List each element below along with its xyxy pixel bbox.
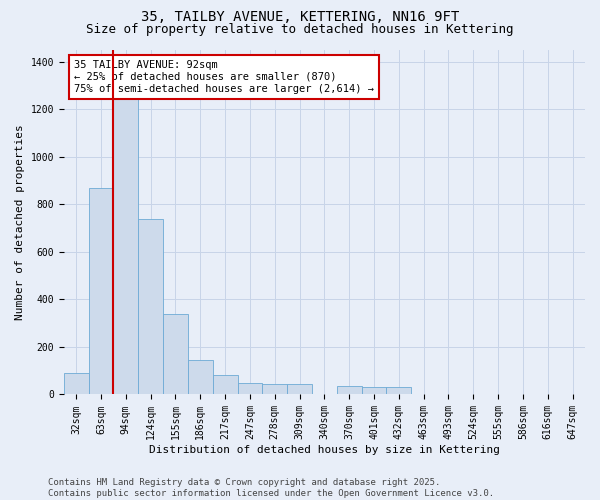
Bar [238, 382, 262, 394]
Bar [113, 93, 138, 394]
Bar [188, 360, 212, 394]
Text: Size of property relative to detached houses in Kettering: Size of property relative to detached ho… [86, 22, 514, 36]
Text: Contains HM Land Registry data © Crown copyright and database right 2025.
Contai: Contains HM Land Registry data © Crown c… [48, 478, 494, 498]
Bar [138, 218, 163, 394]
X-axis label: Distribution of detached houses by size in Kettering: Distribution of detached houses by size … [149, 445, 500, 455]
Bar [362, 388, 386, 394]
Bar [163, 314, 188, 394]
Bar [287, 384, 312, 394]
Bar [262, 384, 287, 394]
Bar [89, 188, 113, 394]
Y-axis label: Number of detached properties: Number of detached properties [15, 124, 25, 320]
Bar [212, 376, 238, 394]
Bar [337, 386, 362, 394]
Bar [64, 373, 89, 394]
Bar [386, 388, 411, 394]
Text: 35 TAILBY AVENUE: 92sqm
← 25% of detached houses are smaller (870)
75% of semi-d: 35 TAILBY AVENUE: 92sqm ← 25% of detache… [74, 60, 374, 94]
Text: 35, TAILBY AVENUE, KETTERING, NN16 9FT: 35, TAILBY AVENUE, KETTERING, NN16 9FT [141, 10, 459, 24]
